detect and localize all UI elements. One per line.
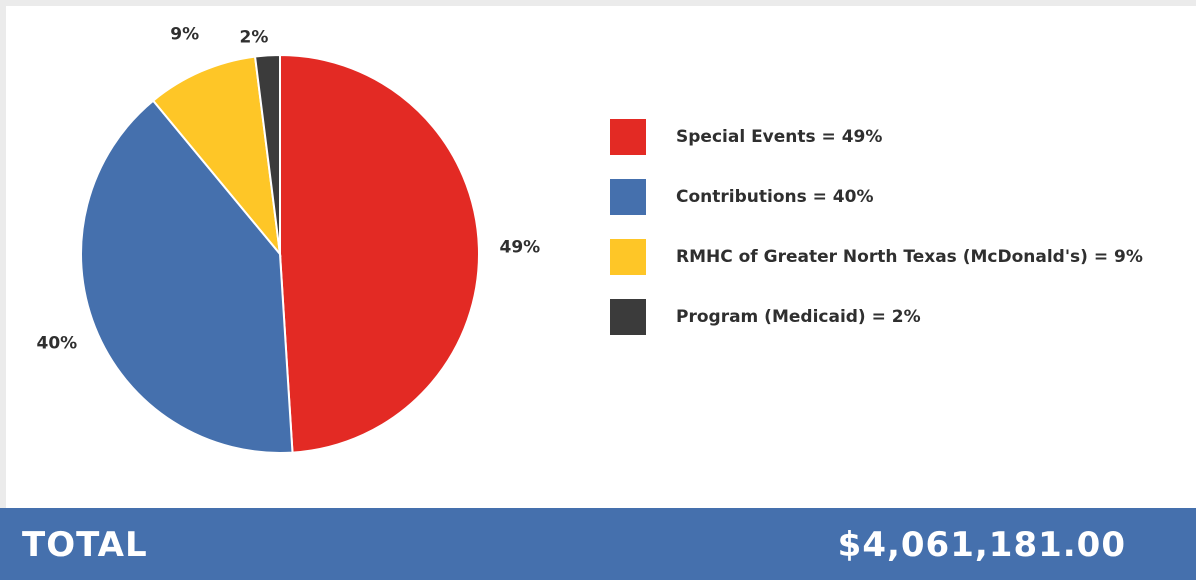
total-value: $4,061,181.00 [837, 525, 1126, 565]
legend-swatch-program [610, 299, 646, 335]
legend-item-program: Program (Medicaid) = 2% [610, 299, 1143, 335]
legend: Special Events = 49% Contributions = 40%… [610, 119, 1143, 359]
legend-item-special-events: Special Events = 49% [610, 119, 1143, 155]
legend-label-program: Program (Medicaid) = 2% [676, 307, 921, 327]
pie-label-program: 2% [239, 27, 268, 47]
total-label: TOTAL [22, 525, 148, 565]
frame-edge-top [0, 0, 1196, 6]
pie-slice-special-events [279, 53, 480, 454]
legend-item-contributions: Contributions = 40% [610, 179, 1143, 215]
legend-swatch-special-events [610, 119, 646, 155]
chart-area: 49% 40% 9% 2% Special Events = 49% Contribu… [0, 0, 1196, 508]
total-bar: TOTAL $4,061,181.00 [0, 508, 1196, 580]
pie-label-contributions: 40% [37, 333, 78, 353]
legend-label-special-events: Special Events = 49% [676, 127, 883, 147]
legend-label-rmhc: RMHC of Greater North Texas (McDonald's)… [676, 247, 1143, 267]
legend-swatch-rmhc [610, 239, 646, 275]
legend-item-rmhc: RMHC of Greater North Texas (McDonald's)… [610, 239, 1143, 275]
pie-label-special-events: 49% [500, 237, 541, 257]
pie-chart: 49% 40% 9% 2% [37, 25, 541, 454]
pie-slice-rmhc [151, 55, 282, 258]
pie-slice-contributions [80, 99, 294, 454]
pie-label-rmhc: 9% [170, 25, 199, 45]
legend-label-contributions: Contributions = 40% [676, 187, 874, 207]
frame-edge-left [0, 0, 6, 508]
legend-swatch-contributions [610, 179, 646, 215]
pie-slice-program [253, 53, 281, 255]
